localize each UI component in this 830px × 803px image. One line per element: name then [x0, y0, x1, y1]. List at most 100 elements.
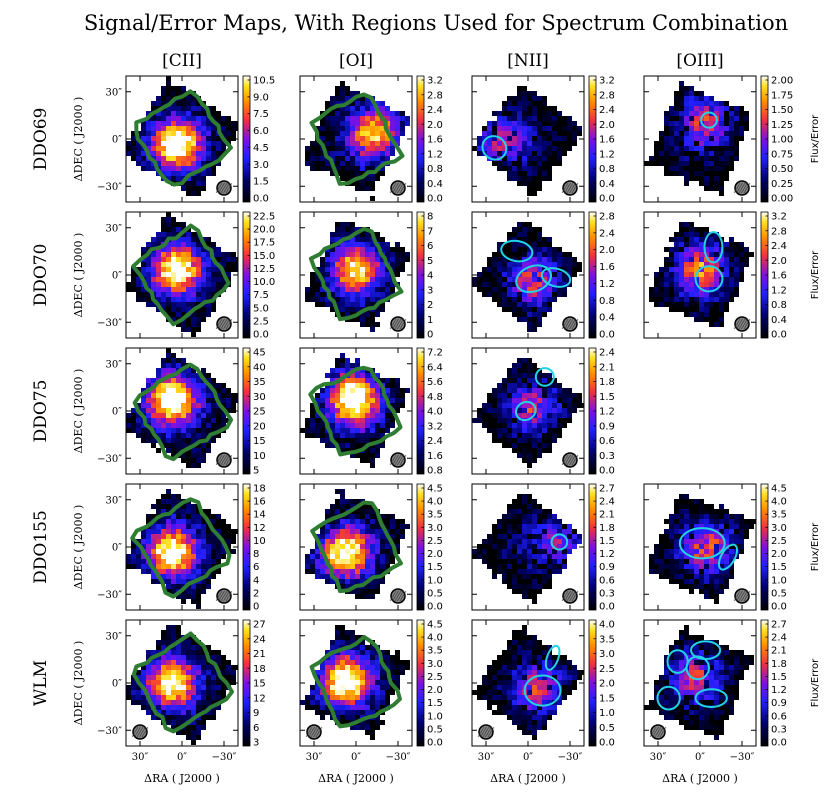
map-pixel: [355, 116, 360, 121]
map-pixel: [330, 257, 335, 262]
map-pixel: [146, 569, 151, 574]
map-pixel: [196, 307, 201, 312]
map-pixel: [577, 393, 582, 398]
map-pixel: [370, 327, 375, 332]
map-pixel: [191, 685, 196, 690]
map-pixel: [724, 539, 729, 544]
map-pixel: [537, 514, 542, 519]
map-pixel: [161, 549, 166, 554]
map-pixel: [557, 423, 562, 428]
map-pixel: [151, 282, 156, 287]
map-pixel: [370, 186, 375, 191]
map-pixel: [532, 514, 537, 519]
map-pixel: [507, 383, 512, 388]
map-pixel: [380, 282, 385, 287]
map-pixel: [654, 161, 659, 166]
heatmap: [300, 353, 410, 468]
map-pixel: [654, 554, 659, 559]
map-pixel: [340, 277, 345, 282]
map-pixel: [315, 544, 320, 549]
map-pixel: [345, 670, 350, 675]
map-pixel: [206, 267, 211, 272]
map-pixel: [360, 398, 365, 403]
map-pixel: [206, 710, 211, 715]
map-pixel: [375, 322, 380, 327]
map-pixel: [532, 297, 537, 302]
map-pixel: [340, 81, 345, 86]
map-pixel: [497, 403, 502, 408]
map-pixel: [502, 106, 507, 111]
map-pixel: [709, 106, 714, 111]
map-pixel: [355, 509, 360, 514]
map-pixel: [375, 443, 380, 448]
map-pixel: [739, 136, 744, 141]
map-pixel: [512, 418, 517, 423]
map-pixel: [704, 574, 709, 579]
map-pixel: [211, 111, 216, 116]
map-pixel: [345, 287, 350, 292]
map-pixel: [166, 227, 171, 232]
map-pixel: [345, 519, 350, 524]
map-pixel: [654, 292, 659, 297]
map-pixel: [557, 141, 562, 146]
map-pixel: [166, 680, 171, 685]
map-pixel: [395, 660, 400, 665]
map-pixel: [370, 121, 375, 126]
map-pixel: [719, 544, 724, 549]
map-pixel: [146, 282, 151, 287]
colorbar-tick-label: 1.5: [253, 177, 269, 188]
map-pixel: [166, 267, 171, 272]
map-pixel: [206, 302, 211, 307]
map-pixel: [664, 141, 669, 146]
map-pixel: [360, 96, 365, 101]
map-pixel: [522, 111, 527, 116]
map-pixel: [709, 257, 714, 262]
map-pixel: [181, 720, 186, 725]
map-pixel: [186, 660, 191, 665]
map-pixel: [340, 564, 345, 569]
map-pixel: [370, 539, 375, 544]
map-pixel: [517, 519, 522, 524]
map-pixel: [151, 579, 156, 584]
map-pixel: [156, 126, 161, 131]
map-pixel: [704, 242, 709, 247]
map-pixel: [211, 524, 216, 529]
colorbar-tick-label: 6: [253, 723, 259, 734]
map-pixel: [527, 282, 532, 287]
map-pixel: [196, 272, 201, 277]
map-pixel: [684, 499, 689, 504]
map-pixel: [201, 579, 206, 584]
map-pixel: [699, 272, 704, 277]
map-pixel: [206, 700, 211, 705]
map-pixel: [191, 680, 196, 685]
colorbar-tick-label: 5.6: [427, 377, 443, 388]
map-pixel: [522, 277, 527, 282]
map-pixel: [689, 302, 694, 307]
panel-ddo75-1: 0.81.62.43.24.04.85.66.47.2: [299, 347, 443, 477]
colorbar-tick-label: 3: [427, 285, 433, 296]
colorbar-tick-label: 2.1: [599, 362, 615, 373]
map-pixel: [340, 393, 345, 398]
region-contour: [309, 92, 405, 186]
map-pixel: [385, 428, 390, 433]
map-pixel: [186, 458, 191, 463]
map-pixel: [201, 584, 206, 589]
map-pixel: [527, 358, 532, 363]
map-pixel: [709, 156, 714, 161]
map-pixel: [186, 302, 191, 307]
map-pixel: [141, 121, 146, 126]
map-pixel: [176, 433, 181, 438]
map-pixel: [385, 141, 390, 146]
map-pixel: [146, 433, 151, 438]
map-pixel: [497, 257, 502, 262]
region-ellipse: [700, 111, 718, 129]
map-pixel: [724, 514, 729, 519]
map-pixel: [370, 383, 375, 388]
map-pixel: [151, 242, 156, 247]
map-pixel: [375, 383, 380, 388]
map-pixel: [320, 388, 325, 393]
map-pixel: [704, 297, 709, 302]
map-pixel: [477, 544, 482, 549]
map-pixel: [156, 539, 161, 544]
map-pixel: [186, 463, 191, 468]
